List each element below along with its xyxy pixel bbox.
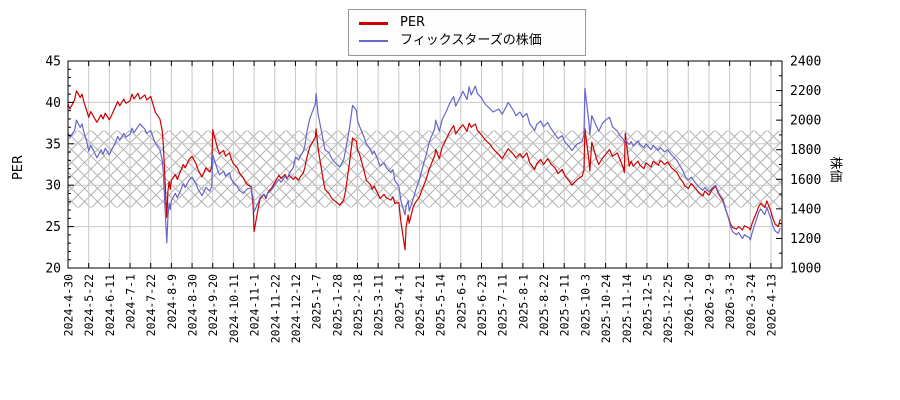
legend-line-swatch-stock-price bbox=[359, 40, 388, 42]
y-axis-title-right: 株価 bbox=[827, 156, 843, 183]
svg-text:30: 30 bbox=[45, 179, 61, 194]
svg-text:2025-1-28: 2025-1-28 bbox=[330, 274, 344, 336]
svg-text:1600: 1600 bbox=[790, 173, 821, 188]
svg-text:2025-10-24: 2025-10-24 bbox=[599, 274, 613, 343]
svg-text:2000: 2000 bbox=[790, 114, 821, 129]
svg-text:2025-11-14: 2025-11-14 bbox=[620, 274, 634, 343]
svg-text:2024-8-30: 2024-8-30 bbox=[186, 274, 200, 336]
svg-text:2400: 2400 bbox=[790, 55, 821, 70]
svg-text:2024-7-1: 2024-7-1 bbox=[124, 274, 138, 329]
svg-text:2025-2-18: 2025-2-18 bbox=[351, 274, 365, 336]
chart-legend: PER フィックスターズの株価 bbox=[348, 9, 586, 56]
svg-text:2200: 2200 bbox=[790, 84, 821, 99]
svg-text:2026-3-24: 2026-3-24 bbox=[744, 274, 758, 336]
svg-text:2024-6-11: 2024-6-11 bbox=[103, 274, 117, 336]
svg-text:2025-6-23: 2025-6-23 bbox=[475, 274, 489, 336]
svg-text:2024-8-9: 2024-8-9 bbox=[165, 274, 179, 329]
svg-text:2026-2-9: 2026-2-9 bbox=[702, 274, 716, 329]
svg-text:1400: 1400 bbox=[790, 202, 821, 217]
svg-text:2026-3-3: 2026-3-3 bbox=[723, 274, 737, 329]
svg-text:1000: 1000 bbox=[790, 262, 821, 277]
svg-text:2025-12-25: 2025-12-25 bbox=[661, 274, 675, 343]
legend-item-per: PER bbox=[359, 14, 577, 32]
svg-text:2024-12-12: 2024-12-12 bbox=[289, 274, 303, 343]
svg-text:1800: 1800 bbox=[790, 143, 821, 158]
svg-text:2026-4-13: 2026-4-13 bbox=[765, 274, 779, 336]
svg-text:1200: 1200 bbox=[790, 232, 821, 247]
legend-line-swatch-per bbox=[359, 21, 388, 25]
svg-text:25: 25 bbox=[45, 220, 61, 235]
svg-text:20: 20 bbox=[45, 262, 61, 277]
svg-text:2025-8-22: 2025-8-22 bbox=[537, 274, 551, 336]
legend-item-stock-price: フィックスターズの株価 bbox=[359, 32, 577, 50]
svg-text:40: 40 bbox=[45, 96, 61, 111]
svg-text:2025-4-1: 2025-4-1 bbox=[392, 274, 406, 329]
svg-text:2025-6-3: 2025-6-3 bbox=[454, 274, 468, 329]
svg-text:2024-4-30: 2024-4-30 bbox=[62, 274, 76, 336]
svg-text:2024-5-22: 2024-5-22 bbox=[82, 274, 96, 336]
svg-text:2024-11-22: 2024-11-22 bbox=[268, 274, 282, 343]
svg-text:2025-1-7: 2025-1-7 bbox=[310, 274, 324, 329]
svg-text:45: 45 bbox=[45, 55, 61, 70]
svg-text:2024-7-22: 2024-7-22 bbox=[144, 274, 158, 336]
svg-text:35: 35 bbox=[45, 137, 61, 152]
svg-text:2025-3-11: 2025-3-11 bbox=[372, 274, 386, 336]
y-axis-title-left: PER bbox=[11, 154, 27, 181]
legend-label-stock-price: フィックスターズの株価 bbox=[400, 33, 542, 48]
svg-text:2024-9-20: 2024-9-20 bbox=[206, 274, 220, 336]
svg-text:2025-7-11: 2025-7-11 bbox=[496, 274, 510, 336]
svg-text:2025-9-11: 2025-9-11 bbox=[558, 274, 572, 336]
svg-text:2025-10-3: 2025-10-3 bbox=[578, 274, 592, 336]
svg-text:2025-5-14: 2025-5-14 bbox=[434, 274, 448, 336]
legend-label-per: PER bbox=[400, 15, 426, 30]
svg-text:2025-4-21: 2025-4-21 bbox=[413, 274, 427, 336]
svg-text:2024-11-1: 2024-11-1 bbox=[248, 274, 262, 336]
svg-text:2024-10-11: 2024-10-11 bbox=[227, 274, 241, 343]
svg-text:2025-12-5: 2025-12-5 bbox=[640, 274, 654, 336]
svg-text:2025-8-1: 2025-8-1 bbox=[516, 274, 530, 329]
svg-text:2026-1-20: 2026-1-20 bbox=[682, 274, 696, 336]
